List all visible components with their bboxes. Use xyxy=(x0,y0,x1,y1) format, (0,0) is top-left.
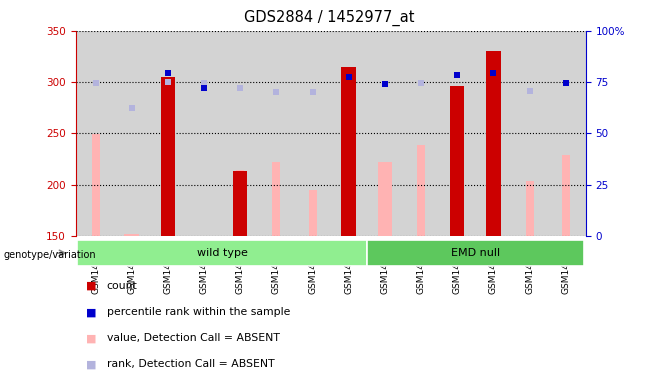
Bar xyxy=(378,162,392,236)
Text: genotype/variation: genotype/variation xyxy=(3,250,96,260)
Bar xyxy=(562,155,570,236)
Bar xyxy=(161,77,175,236)
Bar xyxy=(450,86,465,236)
Bar xyxy=(78,240,367,266)
Text: count: count xyxy=(107,281,138,291)
Bar xyxy=(486,51,501,236)
Text: rank, Detection Call = ABSENT: rank, Detection Call = ABSENT xyxy=(107,359,274,369)
Text: GDS2884 / 1452977_at: GDS2884 / 1452977_at xyxy=(243,10,415,26)
Text: wild type: wild type xyxy=(197,248,247,258)
Bar xyxy=(272,162,280,236)
Bar xyxy=(233,171,247,236)
Bar xyxy=(164,137,172,236)
Bar xyxy=(91,134,99,236)
Text: value, Detection Call = ABSENT: value, Detection Call = ABSENT xyxy=(107,333,280,343)
Text: ■: ■ xyxy=(86,307,96,317)
Text: ■: ■ xyxy=(86,281,96,291)
Text: ■: ■ xyxy=(86,359,96,369)
Text: percentile rank within the sample: percentile rank within the sample xyxy=(107,307,290,317)
Bar xyxy=(236,170,244,236)
Bar xyxy=(124,234,139,236)
Bar xyxy=(417,145,425,236)
Text: ■: ■ xyxy=(86,333,96,343)
Bar xyxy=(309,190,316,236)
Bar xyxy=(342,67,356,236)
Bar xyxy=(367,240,584,266)
Bar xyxy=(526,181,534,236)
Text: EMD null: EMD null xyxy=(451,248,500,258)
